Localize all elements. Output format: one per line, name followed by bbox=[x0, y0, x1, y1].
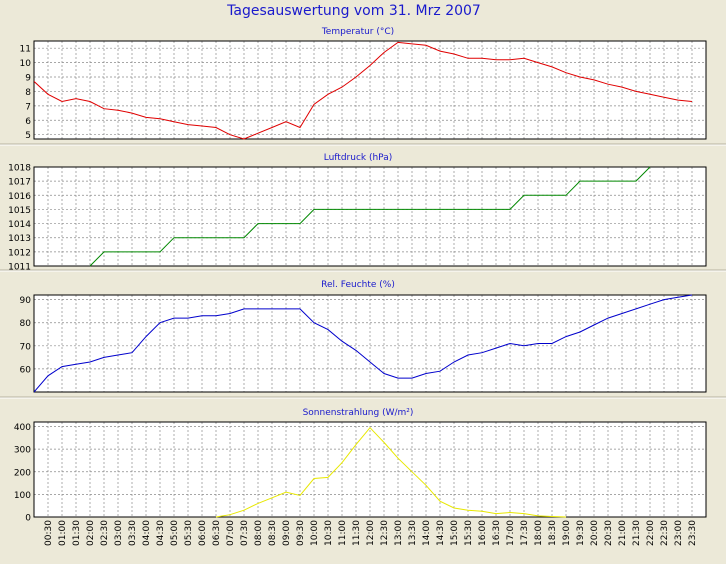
x-tick-label: 14:00 bbox=[422, 520, 432, 546]
x-tick-label: 03:00 bbox=[114, 520, 124, 546]
x-tick-label: 05:00 bbox=[170, 520, 180, 546]
page-title: Tagesauswertung vom 31. Mrz 2007 bbox=[226, 3, 481, 19]
y-tick-label: 60 bbox=[20, 365, 32, 375]
x-tick-label: 17:00 bbox=[506, 520, 516, 546]
x-tick-label: 23:00 bbox=[674, 520, 684, 546]
y-tick-label: 300 bbox=[14, 446, 31, 456]
x-tick-label: 08:00 bbox=[254, 520, 264, 546]
series-line-1 bbox=[34, 41, 693, 140]
x-tick-label: 04:30 bbox=[156, 520, 166, 546]
plot-area bbox=[34, 422, 706, 517]
plot-frame bbox=[33, 166, 707, 267]
chart-title: Sonnenstrahlung (W/m²) bbox=[303, 408, 414, 418]
x-tick-label: 12:00 bbox=[366, 520, 376, 546]
x-tick-label: 17:30 bbox=[520, 520, 530, 546]
plot-frame bbox=[33, 294, 707, 393]
x-tick-label: 10:30 bbox=[324, 520, 334, 546]
plot-frame bbox=[33, 421, 707, 518]
y-tick-label: 0 bbox=[25, 514, 31, 524]
x-tick-label: 07:30 bbox=[240, 520, 250, 546]
y-tick-label: 11 bbox=[20, 45, 31, 55]
y-tick-label: 10 bbox=[20, 59, 32, 69]
x-tick-label: 22:00 bbox=[646, 520, 656, 546]
y-tick-label: 70 bbox=[20, 342, 32, 352]
x-tick-label: 15:00 bbox=[450, 520, 460, 546]
x-tick-label: 18:00 bbox=[534, 520, 544, 546]
x-tick-label: 01:00 bbox=[58, 520, 68, 546]
y-tick-label: 1013 bbox=[8, 234, 31, 244]
x-tick-label: 18:30 bbox=[548, 520, 558, 546]
x-tick-label: 11:00 bbox=[338, 520, 348, 546]
y-tick-label: 1017 bbox=[8, 178, 31, 188]
y-tick-label: 1012 bbox=[8, 248, 31, 258]
chart-title: Rel. Feuchte (%) bbox=[321, 280, 395, 290]
y-tick-label: 5 bbox=[25, 131, 31, 141]
x-tick-label: 22:30 bbox=[660, 520, 670, 546]
x-tick-label: 06:30 bbox=[212, 520, 222, 546]
y-tick-label: 1011 bbox=[8, 263, 31, 273]
y-tick-label: 6 bbox=[25, 117, 31, 127]
chart-title: Luftdruck (hPa) bbox=[324, 153, 393, 163]
x-tick-label: 13:00 bbox=[394, 520, 404, 546]
y-tick-label: 8 bbox=[25, 88, 31, 98]
series-line-1 bbox=[215, 426, 567, 518]
chart-panel-2: Luftdruck (hPa) 1011 1012 1013 1014 1015 1016 1… bbox=[0, 153, 726, 273]
x-tick-label: 23:30 bbox=[688, 520, 698, 546]
x-tick-label: 21:30 bbox=[632, 520, 642, 546]
x-tick-label: 12:30 bbox=[380, 520, 390, 546]
x-tick-label: 20:30 bbox=[604, 520, 614, 546]
x-tick-label: 19:30 bbox=[576, 520, 586, 546]
y-tick-label: 1014 bbox=[8, 220, 31, 230]
x-tick-label: 03:30 bbox=[128, 520, 138, 546]
x-tick-label: 09:30 bbox=[296, 520, 306, 546]
y-tick-label: 9 bbox=[25, 74, 31, 84]
x-tick-label: 02:00 bbox=[86, 520, 96, 546]
y-tick-label: 7 bbox=[25, 102, 31, 112]
x-tick-label: 06:00 bbox=[198, 520, 208, 546]
x-tick-label: 10:00 bbox=[310, 520, 320, 546]
plot-frame bbox=[33, 40, 707, 140]
chart-title: Temperatur (°C) bbox=[321, 27, 394, 37]
y-tick-label: 1015 bbox=[8, 206, 31, 216]
y-tick-label: 90 bbox=[20, 296, 32, 306]
y-tick-label: 1016 bbox=[8, 192, 31, 202]
x-tick-label: 09:00 bbox=[282, 520, 292, 546]
x-tick-label: 16:00 bbox=[478, 520, 488, 546]
x-tick-label: 20:00 bbox=[590, 520, 600, 546]
x-tick-label: 14:30 bbox=[436, 520, 446, 546]
x-tick-label: 11:30 bbox=[352, 520, 362, 546]
y-tick-label: 1018 bbox=[8, 164, 31, 174]
chart-panel-1: Temperatur (°C) 5 6 7 8 9 10 11 bbox=[0, 27, 726, 146]
x-tick-label: 05:30 bbox=[184, 520, 194, 546]
y-tick-label: 200 bbox=[14, 468, 31, 478]
x-tick-label: 15:30 bbox=[464, 520, 474, 546]
x-tick-label: 07:00 bbox=[226, 520, 236, 546]
series-line-1 bbox=[34, 294, 693, 393]
x-tick-label: 08:30 bbox=[268, 520, 278, 546]
x-tick-label: 13:30 bbox=[408, 520, 418, 546]
y-tick-label: 80 bbox=[20, 319, 32, 329]
series-line-1 bbox=[89, 166, 651, 267]
y-tick-label: 400 bbox=[14, 423, 31, 433]
y-tick-label: 100 bbox=[14, 491, 31, 501]
x-tick-label: 16:30 bbox=[492, 520, 502, 546]
x-tick-label: 00:30 bbox=[44, 520, 54, 546]
chart-panel-3: Rel. Feuchte (%) 60 70 80 90 bbox=[0, 280, 726, 399]
x-tick-label: 01:30 bbox=[72, 520, 82, 546]
x-tick-label: 21:00 bbox=[618, 520, 628, 546]
shared-time-axis: 00:30 01:00 01:30 02:00 02:30 03:00 03:30 04:00… bbox=[44, 520, 698, 546]
x-tick-label: 04:00 bbox=[142, 520, 152, 546]
chart-panel-4: Sonnenstrahlung (W/m²) 0 100 200 300 400 bbox=[14, 408, 707, 524]
x-tick-label: 02:30 bbox=[100, 520, 110, 546]
x-tick-label: 19:00 bbox=[562, 520, 572, 546]
